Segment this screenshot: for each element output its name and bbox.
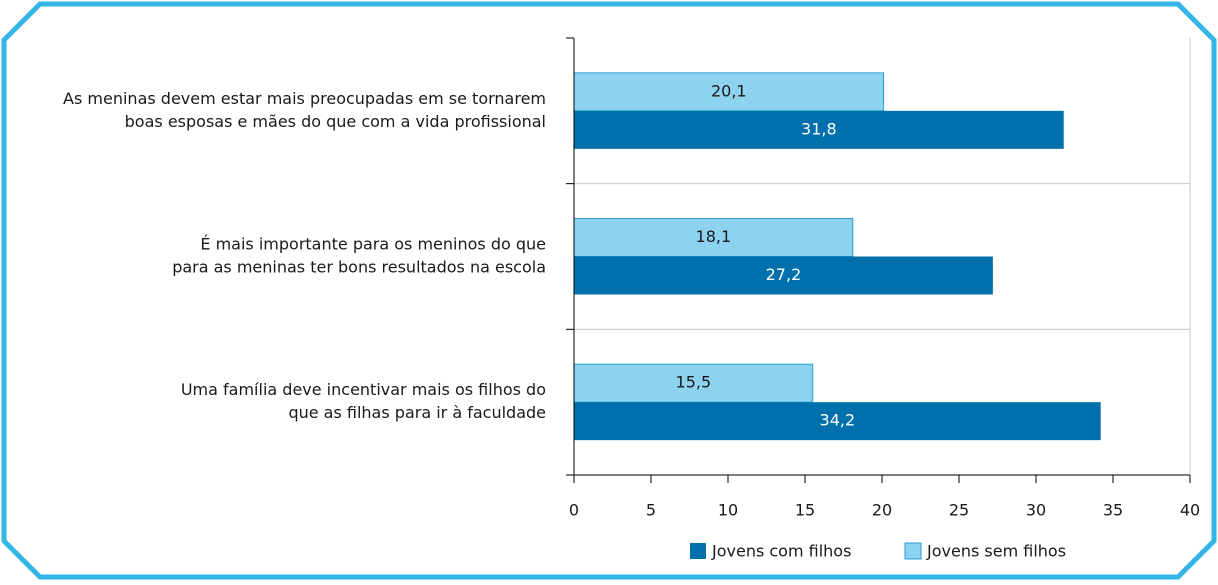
x-tick-label: 15	[795, 501, 815, 520]
legend-swatch	[904, 542, 922, 560]
x-tick-label: 40	[1180, 501, 1200, 520]
data-label: 34,2	[820, 411, 856, 430]
category-label: que as filhas para ir à faculdade	[288, 403, 546, 422]
category-label: É mais importante para os meninos do que	[200, 235, 546, 254]
data-label: 15,5	[676, 373, 712, 392]
data-label: 20,1	[711, 81, 747, 100]
bar	[574, 402, 1101, 441]
category-label: boas esposas e mães do que com a vida pr…	[125, 112, 546, 131]
category-label: As meninas devem estar mais preocupadas …	[63, 89, 546, 108]
x-tick-label: 20	[872, 501, 892, 520]
x-tick-label: 25	[949, 501, 969, 520]
data-label: 18,1	[696, 227, 732, 246]
legend-label: Jovens com filhos	[711, 542, 851, 561]
bar	[574, 256, 993, 295]
x-tick-label: 5	[646, 501, 656, 520]
legend-label: Jovens sem filhos	[926, 542, 1066, 561]
x-tick-label: 30	[1026, 501, 1046, 520]
bar	[573, 218, 854, 257]
x-tick-label: 35	[1103, 501, 1123, 520]
data-label: 31,8	[801, 119, 837, 138]
x-tick-label: 10	[718, 501, 738, 520]
x-tick-label: 0	[569, 501, 579, 520]
bar	[574, 110, 1064, 149]
category-label: para as meninas ter bons resultados na e…	[172, 258, 546, 277]
category-label: Uma família deve incentivar mais os filh…	[181, 380, 546, 399]
legend-swatch	[690, 543, 706, 559]
data-label: 27,2	[766, 265, 802, 284]
